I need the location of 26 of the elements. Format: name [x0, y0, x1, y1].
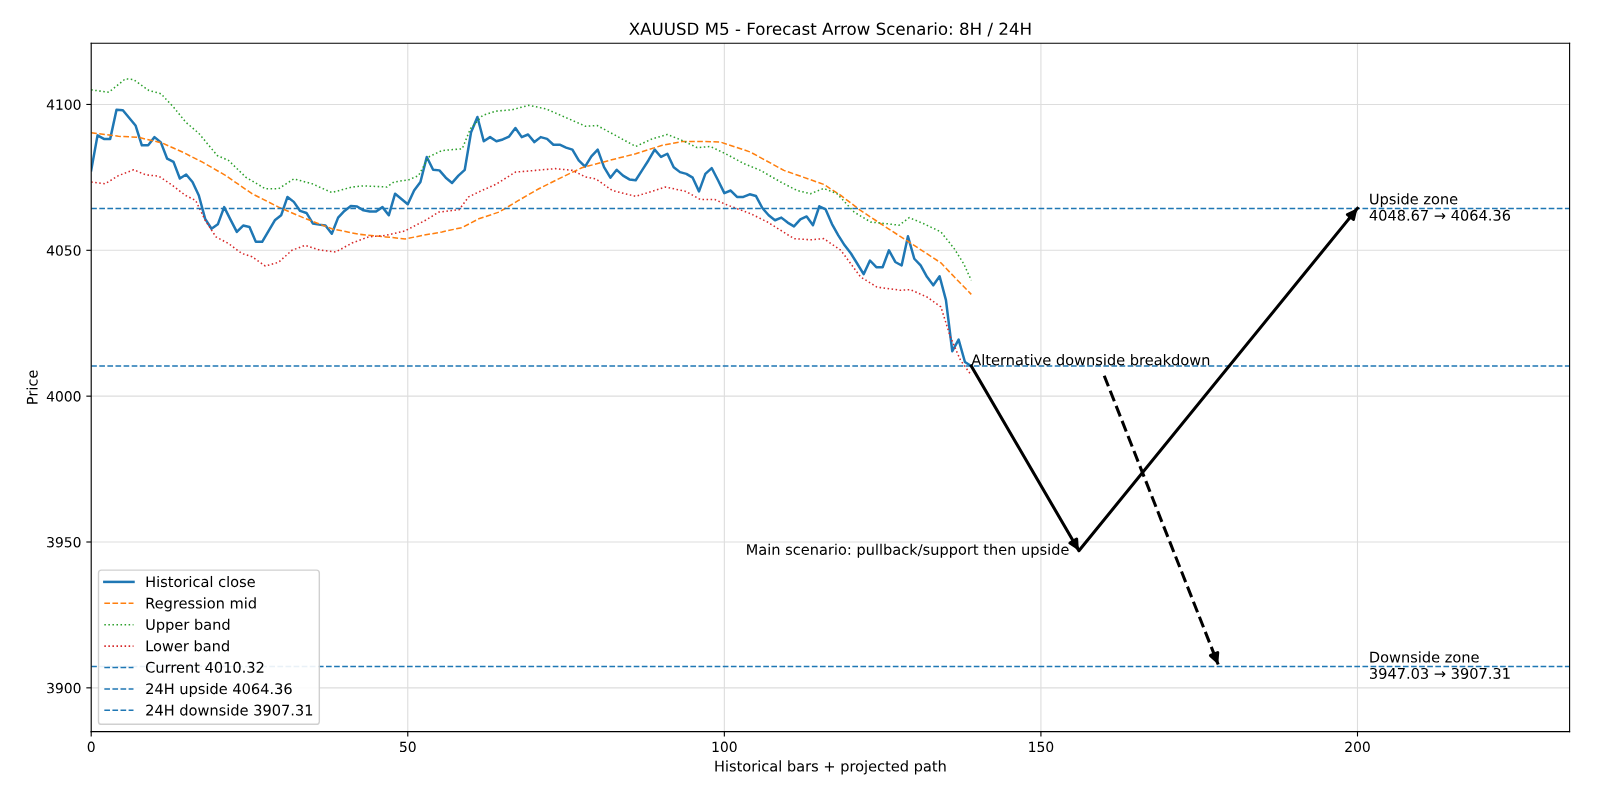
- legend-label: 24H downside 3907.31: [146, 704, 313, 716]
- legend-label: Lower band: [146, 640, 229, 652]
- y-axis-title: Price: [26, 370, 38, 404]
- x-axis-title: Historical bars + projected path: [715, 760, 946, 775]
- x-tick-label: 150: [1029, 741, 1054, 753]
- y-tick-label: 4000: [46, 391, 81, 402]
- legend-label: Regression mid: [146, 597, 256, 612]
- line-series: [91, 167, 973, 376]
- y-tick-label: 3900: [47, 682, 81, 694]
- x-tick-label: 50: [400, 741, 416, 753]
- x-tick-label: 100: [712, 741, 737, 753]
- chart-title: XAUUSD M5 - Forecast Arrow Scenario: 8H / 24H: [629, 22, 1031, 37]
- annotation: Alternative downside breakdown: [971, 354, 1210, 366]
- annotation: Upside zone 4048.67 → 4064.36: [1369, 193, 1511, 221]
- y-tick-label: 4050: [46, 245, 81, 256]
- x-tick-label: 200: [1345, 741, 1370, 753]
- x-tick-label: 0: [87, 741, 95, 753]
- legend-label: 24H upside 4064.36: [146, 682, 292, 698]
- line-series: [91, 131, 973, 296]
- legend-label: Current 4010.32: [145, 661, 264, 673]
- annotation: Downside zone 3947.03 → 3907.31: [1370, 651, 1510, 679]
- y-tick-label: 3950: [47, 536, 81, 548]
- annotation: Main scenario: pullback/support then upside: [747, 543, 1069, 558]
- y-tick-label: 4100: [46, 99, 81, 110]
- legend-label: Upper band: [146, 618, 230, 633]
- legend-label: Historical close: [146, 575, 255, 588]
